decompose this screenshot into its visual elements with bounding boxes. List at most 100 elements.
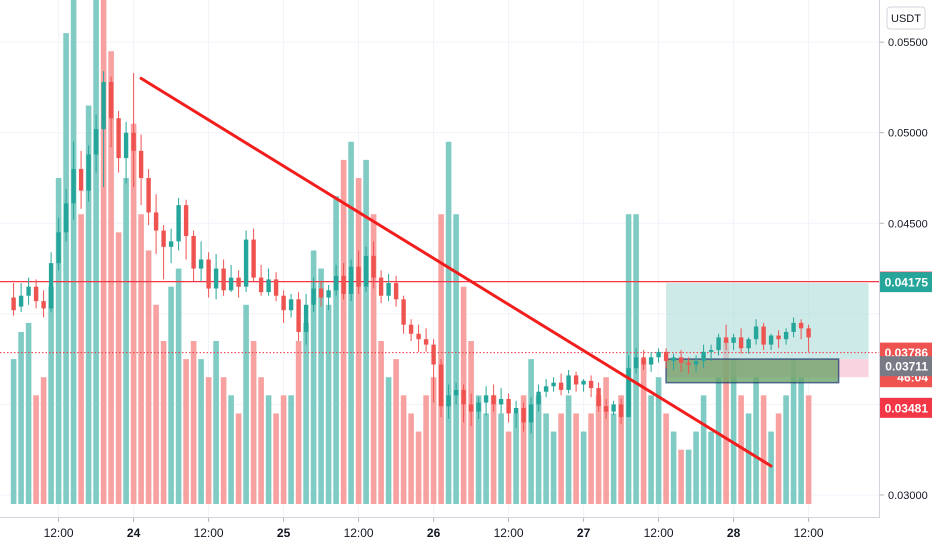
- time-tick-label: 27: [577, 526, 591, 540]
- long-position-tool[interactable]: [665, 283, 869, 384]
- volume-bar: [475, 395, 482, 504]
- downtrend-line[interactable]: [139, 76, 773, 468]
- volume-bar: [318, 268, 324, 504]
- volume-bar: [648, 395, 654, 504]
- candle-body: [363, 255, 369, 287]
- volume-bar: [385, 377, 392, 504]
- volume-bar: [235, 413, 242, 504]
- volume-bar: [760, 395, 767, 504]
- volume-bar: [363, 159, 369, 504]
- candle-body: [776, 335, 781, 340]
- volume-bar: [783, 395, 789, 504]
- volume-bar: [565, 395, 572, 504]
- candle-body: [701, 351, 706, 361]
- candle-body: [791, 322, 796, 332]
- candle-body: [146, 178, 151, 213]
- volume-bar: [610, 413, 617, 504]
- candle-body: [63, 203, 69, 233]
- candle-body: [161, 230, 166, 247]
- time-axis-panel[interactable]: [0, 518, 880, 550]
- horizontal-lines[interactable]: [0, 280, 880, 354]
- candle-body: [371, 255, 376, 278]
- volume-bars: [10, 0, 812, 505]
- candle-body: [243, 239, 249, 287]
- candle-body: [168, 241, 174, 247]
- candle-body: [206, 259, 211, 289]
- volume-bar: [393, 359, 399, 504]
- currency-label: USDT: [891, 13, 921, 25]
- price-axis-ticks: 0.05500 0.05000 0.04500 0.03000: [880, 37, 928, 502]
- volume-bar: [18, 331, 24, 504]
- candle-body: [213, 268, 219, 289]
- volume-bar: [93, 0, 99, 504]
- candle-body: [78, 168, 84, 191]
- candle-body: [506, 398, 511, 414]
- volume-bar: [595, 395, 602, 504]
- candle-body: [341, 275, 346, 294]
- candle-body: [498, 398, 504, 405]
- candle-body: [33, 286, 39, 302]
- price-axis-panel[interactable]: [880, 0, 932, 518]
- candle-body: [438, 364, 444, 407]
- volume-bar: [790, 359, 797, 504]
- candle-body: [26, 286, 31, 296]
- volume-bar: [415, 431, 422, 504]
- volume-bar: [175, 268, 182, 504]
- candle-body: [183, 205, 189, 236]
- volume-bar: [490, 395, 497, 504]
- volume-bar: [588, 413, 594, 504]
- time-tick-label: 12:00: [44, 526, 74, 540]
- volume-bar: [685, 449, 692, 504]
- time-tick-label: 26: [427, 526, 441, 540]
- candle-body: [11, 297, 16, 311]
- volume-bar: [10, 359, 17, 504]
- candle-body: [71, 168, 76, 204]
- volume-bar: [558, 413, 564, 504]
- volume-bar: [430, 377, 437, 504]
- price-badge-label: 0.04175: [885, 276, 929, 290]
- volume-bar: [618, 395, 624, 504]
- volume-bar: [768, 431, 774, 504]
- candle-body: [348, 266, 354, 294]
- volume-bar: [745, 413, 752, 504]
- volume-bar: [190, 341, 197, 504]
- volume-bar: [708, 431, 714, 504]
- candle-body: [453, 389, 459, 396]
- volume-bar: [205, 377, 212, 504]
- volume-bar: [310, 250, 317, 504]
- candle-body: [131, 132, 136, 151]
- candle-body: [671, 357, 676, 361]
- volume-bar: [655, 377, 662, 504]
- candle-body: [596, 388, 601, 407]
- trendline-drawing[interactable]: [139, 76, 773, 468]
- volume-bar: [513, 413, 519, 504]
- candle-body: [386, 283, 391, 296]
- volume-bar: [303, 322, 309, 504]
- candle-body: [648, 357, 654, 365]
- volume-bar: [498, 413, 504, 504]
- time-tick-label: 25: [277, 526, 291, 540]
- candle-body: [303, 304, 309, 332]
- candle-body: [461, 389, 466, 405]
- volume-bar: [153, 304, 159, 504]
- candle-body: [626, 368, 631, 418]
- candle-body: [288, 299, 294, 311]
- volume-bar: [603, 377, 609, 504]
- candle-body: [753, 326, 759, 340]
- candle-body: [258, 277, 264, 293]
- time-tick-label: 12:00: [194, 526, 224, 540]
- volume-bar: [85, 105, 92, 505]
- volume-bar: [130, 123, 137, 505]
- volume-bar: [723, 341, 729, 504]
- volume-bar: [198, 359, 204, 504]
- currency-button[interactable]: USDT: [886, 6, 926, 30]
- candle-body: [18, 295, 24, 307]
- candle-body: [783, 331, 789, 340]
- candle-body: [333, 275, 339, 291]
- candle-body: [116, 118, 121, 159]
- candle-body: [513, 408, 519, 414]
- volume-bar: [228, 395, 234, 504]
- price-badge: [880, 272, 932, 293]
- volume-bar: [48, 286, 54, 504]
